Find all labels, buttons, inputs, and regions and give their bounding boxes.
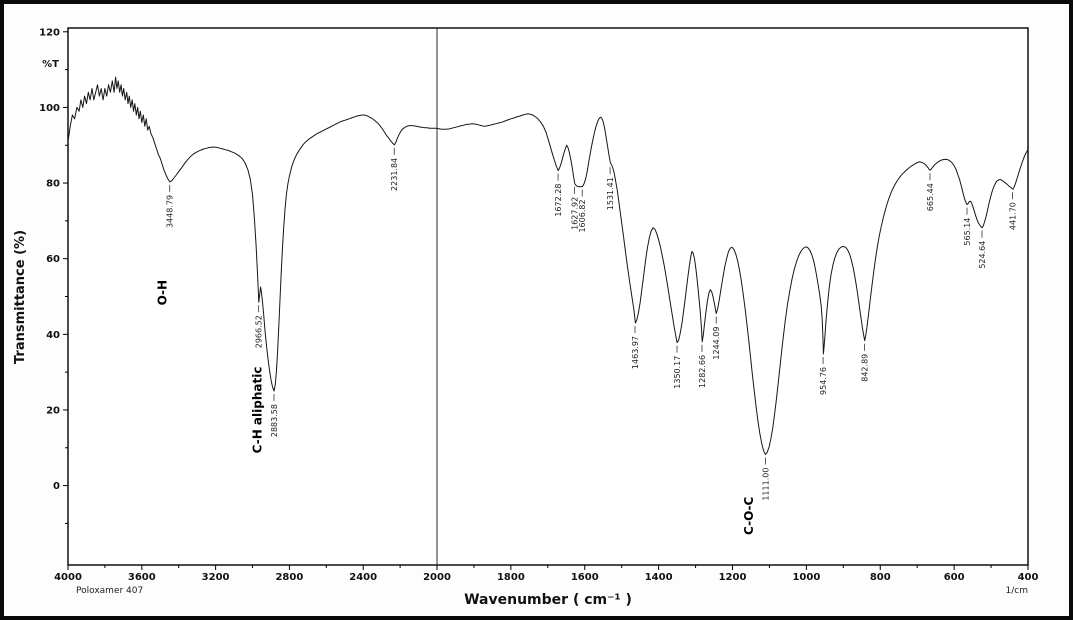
peak-wavenumber-label: 3448.79 bbox=[166, 195, 175, 228]
peak-wavenumber-label: 2231.84 bbox=[390, 158, 399, 191]
x-tick-label: 800 bbox=[870, 572, 891, 583]
band-annotation-label: C-O-C bbox=[742, 497, 756, 535]
peak-wavenumber-label: 1350.17 bbox=[673, 356, 682, 389]
band-annotation-label: C-H aliphatic bbox=[251, 367, 265, 454]
x-tick-label: 1400 bbox=[645, 572, 673, 583]
x-tick-label: 400 bbox=[1018, 572, 1039, 583]
percent-t-label: %T bbox=[42, 59, 59, 70]
y-tick-label: 20 bbox=[46, 405, 60, 416]
x-tick-label: 1000 bbox=[792, 572, 820, 583]
peak-wavenumber-label: 954.76 bbox=[819, 367, 828, 395]
x-tick-label: 3600 bbox=[128, 572, 156, 583]
peak-wavenumber-label: 1627.92 bbox=[570, 197, 579, 230]
y-tick-label: 120 bbox=[39, 27, 60, 38]
y-tick-label: 60 bbox=[46, 254, 60, 265]
peak-wavenumber-label: 1606.82 bbox=[578, 199, 587, 232]
x-tick-label: 600 bbox=[944, 572, 965, 583]
peak-wavenumber-label: 665.44 bbox=[926, 183, 935, 211]
peak-wavenumber-label: 1463.97 bbox=[631, 336, 640, 369]
peak-wavenumber-label: 1111.00 bbox=[761, 468, 770, 501]
plot-area bbox=[67, 27, 1029, 566]
unit-label: 1/cm bbox=[1006, 586, 1028, 596]
x-tick-label: 1600 bbox=[571, 572, 599, 583]
y-tick-label: 0 bbox=[53, 481, 60, 492]
chart-dynamic-layer: 4000 3600 3200 2800 2400 2000 1800 1600 1400 1200… bbox=[39, 27, 1038, 583]
x-tick-label: 1200 bbox=[719, 572, 747, 583]
peak-wavenumber-label: 524.64 bbox=[978, 241, 987, 269]
x-tick-label: 4000 bbox=[54, 572, 82, 583]
peak-wavenumber-label: 1282.66 bbox=[698, 355, 707, 388]
y-tick-label: 40 bbox=[46, 330, 60, 341]
x-tick-label: 2000 bbox=[423, 572, 451, 583]
peak-wavenumber-label: 2966.52 bbox=[255, 315, 264, 348]
x-tick-label: 2800 bbox=[275, 572, 303, 583]
peak-wavenumber-label: 441.70 bbox=[1009, 202, 1018, 230]
band-annotation-label: O-H bbox=[156, 280, 170, 305]
y-tick-label: 80 bbox=[46, 179, 60, 190]
peak-wavenumber-label: 1531.41 bbox=[606, 177, 615, 210]
peak-wavenumber-label: 1672.28 bbox=[554, 184, 563, 217]
peak-wavenumber-label: 565.14 bbox=[963, 218, 972, 246]
x-tick-label: 3200 bbox=[202, 572, 230, 583]
y-axis-title: Transmittance (%) bbox=[13, 230, 28, 364]
peak-wavenumber-label: 842.89 bbox=[860, 354, 869, 382]
x-tick-label: 1800 bbox=[497, 572, 525, 583]
peak-wavenumber-label: 2883.58 bbox=[270, 404, 279, 437]
peak-wavenumber-label: 1244.09 bbox=[712, 327, 721, 360]
sample-label: Poloxamer 407 bbox=[76, 586, 143, 596]
ftir-chart: 4000 3600 3200 2800 2400 2000 1800 1600 1400 1200… bbox=[13, 27, 1038, 608]
spectrum-curve bbox=[67, 76, 1029, 456]
y-tick-label: 100 bbox=[39, 103, 60, 114]
x-axis-title: Wavenumber ( cm⁻¹ ) bbox=[464, 592, 632, 608]
x-tick-label: 2400 bbox=[349, 572, 377, 583]
